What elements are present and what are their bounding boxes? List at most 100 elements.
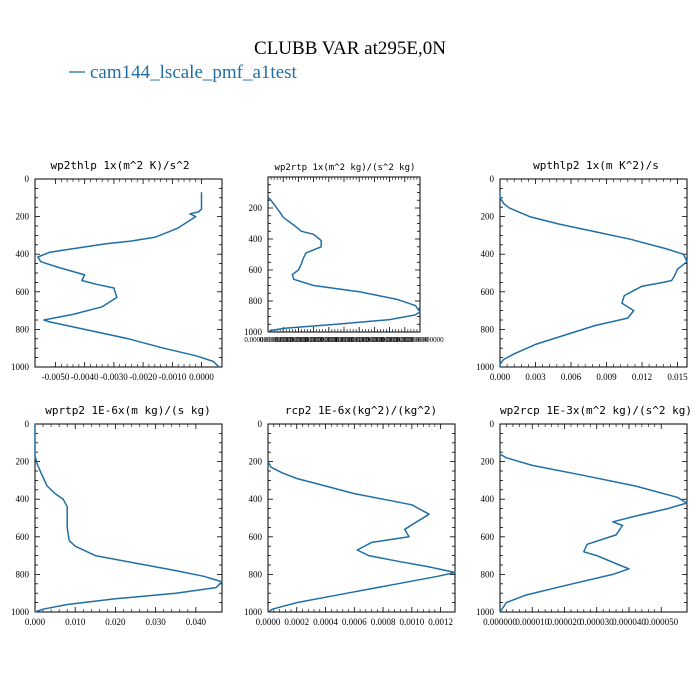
y-tick-label: 200 [249, 203, 263, 213]
panel-title: wprtp2 1E-6x(m kg)/(s kg) [45, 404, 211, 417]
x-tick-label: 0.0006 [342, 617, 367, 627]
legend: cam144_lscale_pmf_a1test [69, 62, 298, 83]
series-line [267, 196, 421, 333]
y-tick-label: 0 [25, 419, 30, 429]
y-tick-label: 800 [481, 324, 495, 334]
x-tick-label: 0.040 [186, 617, 207, 627]
y-tick-label: 400 [249, 494, 263, 504]
x-tick-label: 0.020 [105, 617, 126, 627]
y-tick-label: 600 [16, 287, 30, 297]
y-tick-label: 800 [16, 569, 30, 579]
x-tick-label: 0.000000000000 [336, 336, 384, 344]
y-tick-label: 800 [16, 324, 30, 334]
x-tick-label: 0.0012 [428, 617, 453, 627]
x-tick-label: -0.0010 [158, 372, 186, 382]
x-tick-label: 0.000050 [644, 617, 678, 627]
panel-title: rcp2 1E-6x(kg^2)/(kg^2) [285, 404, 437, 417]
y-tick-label: 0 [490, 174, 495, 184]
y-tick-label: 200 [16, 212, 30, 222]
y-tick-label: 1000 [476, 607, 495, 617]
y-tick-label: 600 [481, 287, 495, 297]
panel-title: wpthlp2 1x(m K^2)/s [533, 159, 659, 172]
y-tick-label: 400 [481, 494, 495, 504]
x-tick-label: 0.015 [667, 372, 688, 382]
y-tick-label: 200 [481, 212, 495, 222]
x-tick-label: 0.000000000000 [305, 336, 353, 344]
y-tick-label: 1000 [11, 607, 30, 617]
x-tick-label: 0.000040 [612, 617, 646, 627]
x-tick-label: 0.0002 [284, 617, 309, 627]
panel-5: rcp2 1E-6x(kg^2)/(kg^2) 0 200 400 600 800 1000… [244, 404, 456, 627]
plot-frame [267, 176, 421, 333]
x-tick-label: 0.000000000000 [244, 336, 292, 344]
x-tick-label: 0.012 [632, 372, 652, 382]
y-tick-label: 800 [249, 296, 263, 306]
x-tick-label: 0.000000000000 [381, 336, 429, 344]
x-tick-label: 0.000000 [483, 617, 517, 627]
x-tick-label: -0.0020 [129, 372, 157, 382]
x-tick-label: 0.000000000000 [366, 336, 414, 344]
panels: wp2thlp 1x(m^2 K)/s^2 0 200 400 600 800 1000 -0… [11, 159, 692, 627]
series-line [37, 192, 220, 368]
series-line [499, 452, 688, 613]
y-tick-label: 600 [481, 532, 495, 542]
x-tick-label: 0.0000 [189, 372, 214, 382]
y-tick-label: 800 [249, 569, 263, 579]
x-tick-label: 0.000000000000 [290, 336, 338, 344]
x-tick-label: 0.003 [525, 372, 546, 382]
y-tick-label: 600 [16, 532, 30, 542]
x-tick-label: 0.009 [596, 372, 617, 382]
x-tick-label: 0.000010 [515, 617, 549, 627]
plot-frame [499, 423, 688, 613]
y-tick-label: 0 [25, 174, 30, 184]
panel-1: wp2thlp 1x(m^2 K)/s^2 0 200 400 600 800 1000 -0… [11, 159, 223, 382]
x-tick-label: 0.0008 [371, 617, 396, 627]
y-tick-label: 0 [490, 419, 495, 429]
series-line [267, 461, 456, 613]
y-tick-label: 600 [249, 532, 263, 542]
x-tick-label: 0.0010 [399, 617, 424, 627]
x-tick-label: 0.0000 [256, 617, 281, 627]
y-tick-label: 200 [16, 457, 30, 467]
y-tick-label: 0 [258, 419, 263, 429]
plot-frame [499, 178, 688, 368]
x-tick-label: 0.006 [561, 372, 582, 382]
series-line [499, 192, 688, 367]
x-tick-label: -0.0040 [71, 372, 99, 382]
x-tick-label: 0.010 [65, 617, 86, 627]
x-tick-label: 0.000 [490, 372, 511, 382]
legend-label: cam144_lscale_pmf_a1test [90, 62, 298, 83]
x-tick-label: 0.000 [25, 617, 46, 627]
y-tick-label: 400 [16, 249, 30, 259]
y-tick-label: 600 [249, 265, 263, 275]
y-tick-label: 400 [481, 249, 495, 259]
plot-frame [267, 423, 456, 613]
x-tick-label: 0.030 [146, 617, 167, 627]
y-tick-label: 1000 [244, 607, 263, 617]
y-tick-label: 200 [481, 457, 495, 467]
x-tick-label: -0.0030 [100, 372, 128, 382]
panel-title: wp2rtp 1x(m^2 kg)/(s^2 kg) [275, 163, 416, 173]
y-tick-label: 800 [481, 569, 495, 579]
panel-title: wp2rcp 1E-3x(m^2 kg)/(s^2 kg) [500, 404, 692, 417]
x-tick-label: 0.000000000000 [351, 336, 399, 344]
y-tick-label: 400 [16, 494, 30, 504]
y-tick-label: 1000 [244, 327, 263, 337]
x-tick-label: 0.000000000000 [320, 336, 368, 344]
series-line [34, 424, 223, 613]
y-tick-label: 400 [249, 234, 263, 244]
x-tick-label: 0.000000000000 [396, 336, 444, 344]
y-tick-label: 200 [249, 457, 263, 467]
y-tick-label: 1000 [11, 362, 30, 372]
plot-frame [34, 423, 223, 613]
panel-3: wpthlp2 1x(m K^2)/s020040060080010000.00… [476, 159, 688, 382]
x-tick-label: 0.000000000000 [260, 336, 308, 344]
x-tick-label: 0.0004 [313, 617, 338, 627]
x-tick-label: -0.0050 [42, 372, 70, 382]
panel-2: wp2rtp 1x(m^2 kg)/(s^2 kg) 200 400 600 800 10… [244, 163, 444, 344]
panel-6: wp2rcp 1E-3x(m^2 kg)/(s^2 kg) 0 200 400 600 8… [476, 404, 692, 627]
x-tick-label: 0.000000000000 [275, 336, 323, 344]
x-tick-label: 0.000020 [548, 617, 582, 627]
y-tick-label: 1000 [476, 362, 495, 372]
